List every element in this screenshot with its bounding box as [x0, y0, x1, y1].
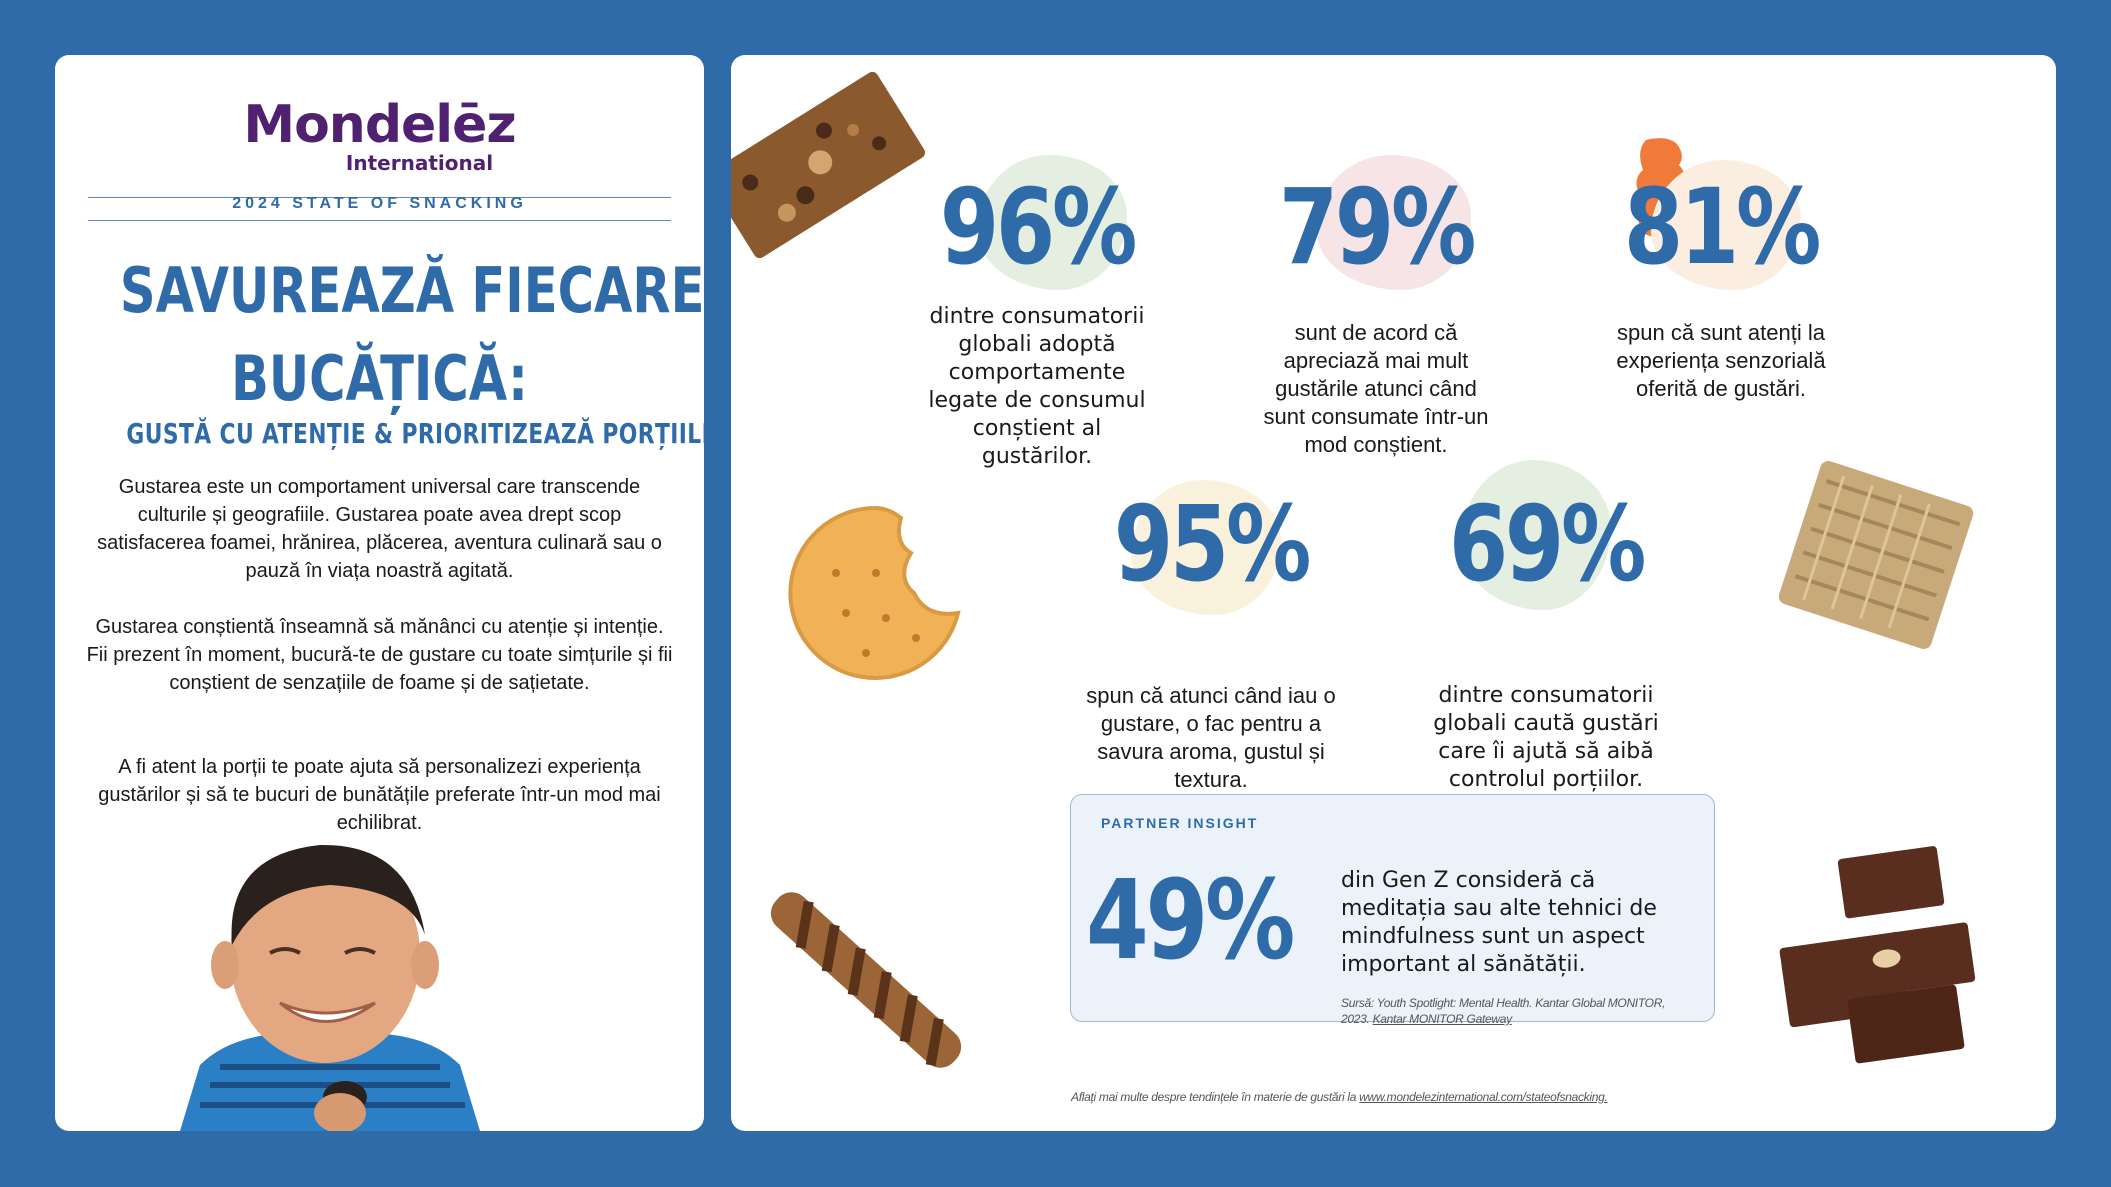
divider [88, 197, 671, 198]
divider [88, 220, 671, 221]
stat-blob [1131, 480, 1281, 615]
stat-value: 69% [1448, 483, 1647, 605]
intro-paragraph-2: Gustarea conștientă înseamnă să mănânci … [86, 616, 673, 694]
wheat-cracker-image [1778, 461, 1974, 649]
footer-link[interactable]: www.mondelezinternational.com/stateofsna… [1359, 1090, 1608, 1104]
intro-paragraph-3: A fi atent la porții te poate ajuta să p… [98, 756, 661, 834]
stat-value: 81% [1623, 166, 1822, 288]
mondelez-logo: Mondelēz [243, 95, 516, 155]
smiling-child-photo [180, 844, 480, 1131]
stat-description: sunt de acord că apreciază mai mult gust… [1263, 320, 1489, 457]
title-line-2: BUCĂȚICĂ: [231, 342, 528, 415]
stat-value: 95% [1113, 483, 1312, 605]
stat-card: 95% spun că atunci când iau o gustare, o… [1076, 470, 1346, 792]
stat-blob [1651, 160, 1801, 290]
stat-card: 79% sunt de acord că apreciază mai mult … [1256, 155, 1496, 475]
footer-text: Aflați mai multe despre tendințele în ma… [1071, 1090, 1360, 1104]
partner-stat-value: 49% [1086, 856, 1295, 984]
stat-value: 79% [1278, 166, 1477, 288]
source-link[interactable]: Kantar MONITOR Gateway [1372, 1012, 1513, 1026]
stat-card: 81% spun că sunt atenți la experiența se… [1601, 155, 1841, 401]
partner-stat-description: din Gen Z consideră că meditația sau alt… [1341, 868, 1657, 977]
chocolate-pieces-image [1779, 846, 1976, 1064]
stat-description: dintre consumatorii globali caută gustăr… [1433, 683, 1659, 792]
partner-insight-box: PARTNER INSIGHT 49% din Gen Z consideră … [1070, 794, 1715, 1026]
intro-panel: Mondelēz International 2024 STATE OF SNA… [55, 55, 704, 1131]
stat-value: 96% [939, 166, 1138, 288]
stat-description: spun că atunci când iau o gustare, o fac… [1086, 683, 1336, 792]
wafer-roll-image [770, 892, 962, 1068]
partner-insight-label: PARTNER INSIGHT [1101, 815, 1259, 831]
page-title: SAVUREAZĂ FIECARE BUCĂȚICĂ: [119, 247, 704, 423]
stat-description: spun că sunt atenți la experiența senzor… [1616, 320, 1826, 401]
title-line-1: SAVUREAZĂ FIECARE [119, 254, 704, 327]
mondelez-logo-sub: International [345, 151, 494, 175]
stat-card: 96% dintre consumatorii globali adoptă c… [917, 155, 1157, 469]
granola-bar-image [731, 71, 926, 259]
footer-note: Aflați mai multe despre tendințele în ma… [1071, 1090, 1608, 1104]
intro-paragraph-1: Gustarea este un comportament universal … [97, 476, 662, 582]
source-citation: Sursă: Youth Spotlight: Mental Health. K… [1341, 995, 1681, 1027]
stat-blob [977, 155, 1127, 290]
stat-blob [1316, 155, 1471, 290]
cracker-image [788, 505, 961, 680]
page-subtitle: GUSTĂ CU ATENȚIE & PRIORITIZEAZĂ PORȚIIL… [126, 417, 704, 450]
stat-blob [1461, 460, 1611, 610]
source-text: Sursă: Youth Spotlight: Mental Health. K… [1341, 996, 1666, 1026]
stat-card: 69% dintre consumatorii globali caută gu… [1421, 455, 1671, 792]
report-kicker: 2024 STATE OF SNACKING [232, 195, 527, 212]
stat-description: dintre consumatorii globali adoptă compo… [928, 304, 1146, 469]
stats-panel: 96% dintre consumatorii globali adoptă c… [731, 55, 2056, 1131]
